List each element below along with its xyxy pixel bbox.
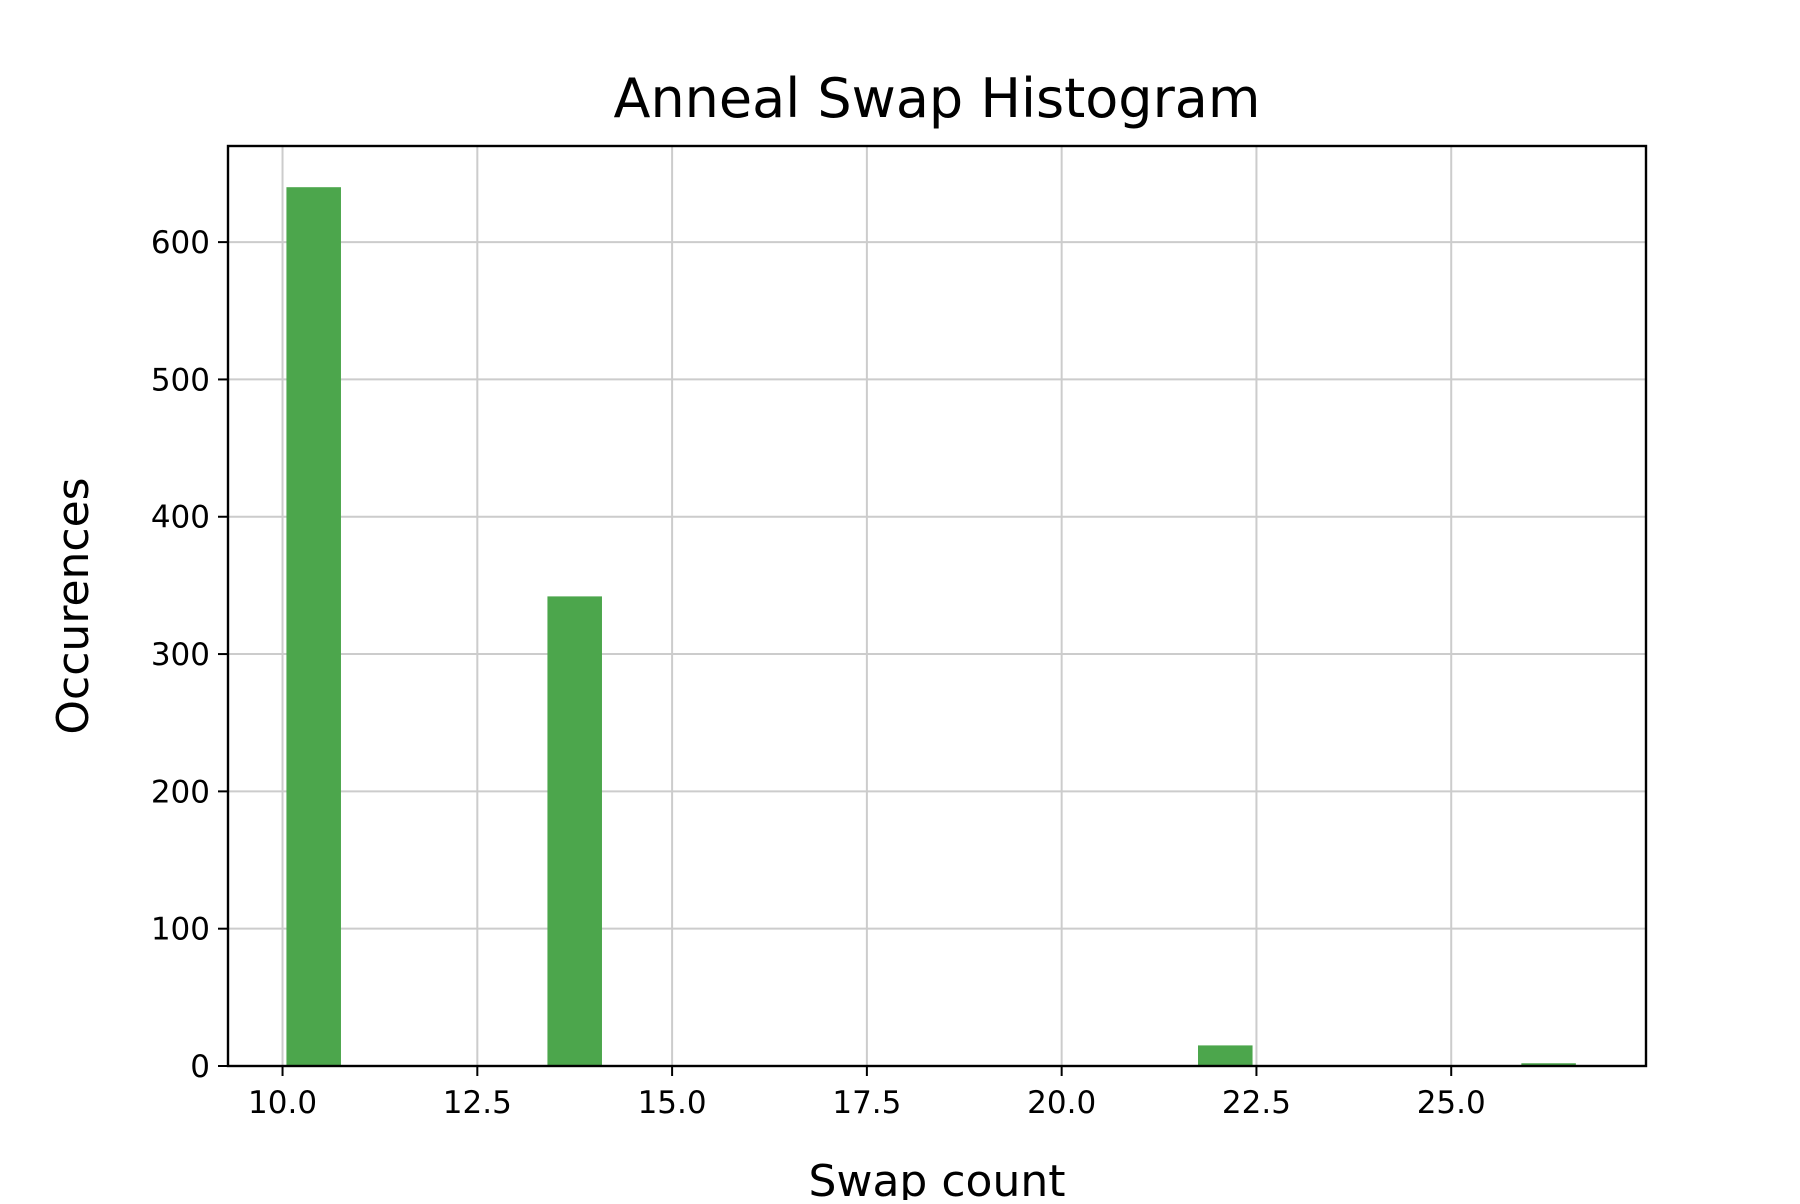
y-tick-label: 200 (151, 774, 210, 810)
y-tick-label: 300 (151, 637, 210, 673)
histogram-bars (286, 187, 1576, 1066)
x-tick-label: 22.5 (1222, 1085, 1291, 1121)
x-tick-label: 17.5 (832, 1085, 901, 1121)
x-tick-label: 10.0 (248, 1085, 317, 1121)
histogram-bar (1521, 1063, 1576, 1066)
x-tick-label: 12.5 (443, 1085, 512, 1121)
y-tick-label: 0 (190, 1049, 210, 1085)
x-axis-label: Swap count (809, 1156, 1066, 1200)
x-tick-label: 20.0 (1027, 1085, 1096, 1121)
x-tick-label: 15.0 (638, 1085, 707, 1121)
y-tick-label: 500 (151, 362, 210, 398)
grid-lines (228, 146, 1646, 1067)
axis-ticks: 10.0 12.5 15.0 17.5 20.0 22.5 25.0 0 100 200 300 40… (151, 225, 1486, 1121)
y-axis-label: Occurences (48, 477, 99, 734)
y-tick-label: 100 (151, 912, 210, 948)
chart-title: Anneal Swap Histogram (614, 67, 1261, 130)
histogram-bar (286, 187, 341, 1066)
plot-frame (226, 144, 1648, 1068)
histogram-bar (1198, 1045, 1253, 1066)
x-tick-label: 25.0 (1417, 1085, 1486, 1121)
y-tick-label: 400 (151, 500, 210, 536)
histogram-bar (547, 596, 602, 1066)
y-tick-label: 600 (151, 225, 210, 261)
